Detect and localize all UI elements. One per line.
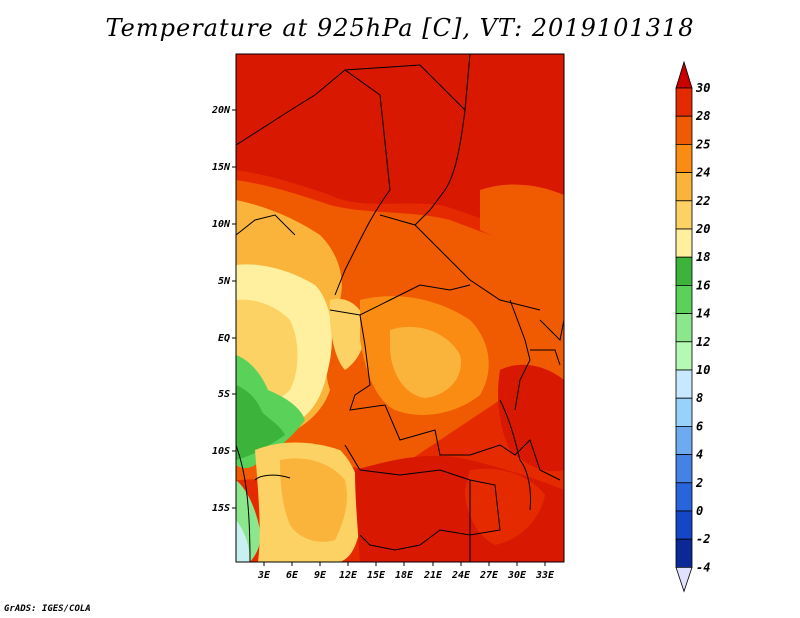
lon-label: 33E — [535, 570, 555, 581]
colorbar-bottom-arrow — [675, 567, 693, 593]
colorbar-level-label: 18 — [696, 250, 710, 264]
colorbar-swatch — [675, 284, 693, 314]
lon-label: 3E — [257, 570, 271, 581]
lat-label: 15N — [212, 162, 231, 173]
lon-label: 15E — [367, 570, 386, 581]
lat-label: 10N — [212, 219, 231, 230]
colorbar-level-label: 25 — [695, 137, 710, 151]
colorbar-level-label: 16 — [696, 278, 710, 292]
colorbar-swatch — [675, 369, 693, 399]
lon-label: 27E — [479, 570, 499, 581]
lat-label: EQ — [218, 333, 230, 344]
colorbar-level-label: 6 — [696, 419, 703, 433]
colorbar-swatch — [675, 200, 693, 230]
colorbar-level-label: 24 — [695, 166, 710, 180]
colorbar-swatch — [675, 87, 693, 117]
lon-label: 24E — [451, 570, 471, 581]
colorbar-level-label: 20 — [695, 222, 710, 236]
lon-label: 6E — [286, 570, 299, 581]
map-title: Temperature at 925hPa [C], VT: 201910131… — [105, 14, 695, 42]
colorbar-level-label: 0 — [696, 504, 703, 518]
lat-label: 15S — [212, 503, 230, 514]
colorbar-swatch — [675, 313, 693, 343]
colorbar-level-label: -2 — [696, 532, 710, 546]
lon-label: 12E — [339, 570, 358, 581]
colorbar-swatch — [675, 425, 693, 455]
colorbar-level-label: 28 — [695, 109, 710, 123]
colorbar-swatch — [675, 454, 693, 484]
longitude-axis: 3E 6E 9E 12E 15E 18E 21E 24E 27E 30E 33E — [257, 562, 555, 581]
colorbar-level-label: 12 — [696, 335, 710, 349]
colorbar-swatch — [675, 538, 693, 568]
latitude-axis: 20N 15N 10N 5N EQ 5S 10S 15S — [211, 105, 236, 514]
colorbar-swatch — [675, 228, 693, 258]
colorbar-swatch — [675, 482, 693, 512]
colorbar-level-label: 22 — [695, 194, 710, 208]
colorbar-swatch — [675, 397, 693, 427]
lat-label: 10S — [212, 446, 230, 457]
colorbar-level-label: 2 — [695, 476, 703, 490]
grads-credit: GrADS: IGES/COLA — [4, 604, 91, 614]
colorbar-top-arrow — [675, 60, 693, 89]
colorbar-level-label: -4 — [696, 560, 710, 574]
colorbar-swatch — [675, 256, 693, 286]
colorbar-swatch — [675, 341, 693, 371]
lon-label: 18E — [395, 570, 414, 581]
colorbar-swatch — [675, 510, 693, 540]
map-frame — [235, 53, 565, 563]
lon-label: 21E — [423, 570, 443, 581]
colorbar-swatch — [675, 143, 693, 173]
colorbar-swatch — [675, 115, 693, 145]
lon-label: 9E — [314, 570, 327, 581]
colorbar-level-label: 10 — [696, 363, 710, 377]
lon-label: 30E — [507, 570, 527, 581]
country-borders — [236, 54, 564, 562]
colorbar-level-label: 8 — [696, 391, 703, 405]
colorbar-level-label: 4 — [696, 448, 703, 462]
lat-label: 5N — [218, 276, 231, 287]
colorbar-level-label: 14 — [696, 307, 710, 321]
temperature-field — [236, 54, 564, 562]
lat-label: 20N — [211, 105, 231, 116]
colorbar-swatch — [675, 172, 693, 202]
lat-label: 5S — [218, 389, 230, 400]
colorbar-level-label: 30 — [695, 81, 710, 95]
